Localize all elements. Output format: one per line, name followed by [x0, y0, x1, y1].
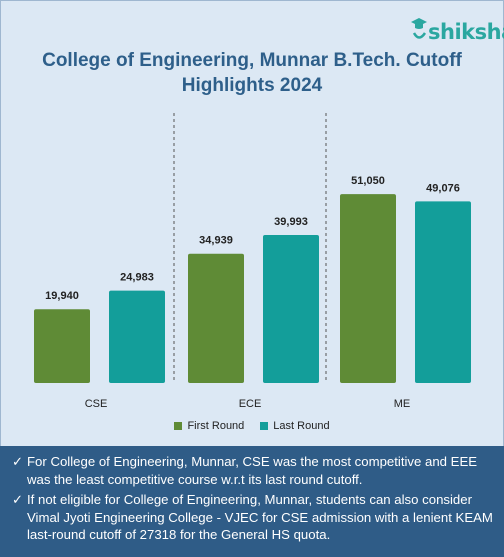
brand-name: shiksha	[428, 20, 504, 44]
brand-logo: shiksha	[410, 10, 504, 50]
data-label: 19,940	[45, 290, 79, 302]
chart-title-line-1: College of Engineering, Munnar B.Tech. C…	[42, 50, 462, 71]
legend-label-first-round: First Round	[187, 420, 245, 432]
chart-legend: First Round Last Round	[0, 420, 504, 432]
legend-item-first-round: First Round	[174, 420, 244, 432]
chart-title-line-2: Highlights 2024	[181, 75, 323, 96]
data-label: 39,993	[274, 216, 308, 228]
category-label: ME	[394, 398, 411, 410]
bar-last-round	[109, 290, 165, 383]
legend-swatch-first-round	[174, 422, 183, 430]
legend-swatch-last-round	[260, 422, 269, 430]
data-label: 24,983	[120, 272, 154, 284]
data-label: 51,050	[351, 175, 385, 187]
category-label: CSE	[85, 398, 108, 410]
note-item: ✓ For College of Engineering, Munnar, CS…	[12, 453, 494, 488]
data-label: 49,076	[426, 182, 460, 194]
graduation-cap-icon	[411, 18, 427, 39]
bar-first-round	[34, 309, 90, 383]
legend-item-last-round: Last Round	[260, 420, 330, 432]
legend-label-last-round: Last Round	[273, 420, 330, 432]
check-icon: ✓	[12, 454, 24, 469]
bar-first-round	[340, 194, 396, 383]
chart-title: College of Engineering, Munnar B.Tech. C…	[0, 48, 504, 98]
note-text: For College of Engineering, Munnar, CSE …	[27, 454, 478, 487]
check-icon: ✓	[12, 492, 24, 507]
data-label: 34,939	[199, 235, 233, 247]
bar-last-round	[415, 201, 471, 383]
note-text: If not eligible for College of Engineeri…	[27, 492, 493, 542]
bar-last-round	[263, 235, 319, 383]
category-label: ECE	[239, 398, 262, 410]
bar-first-round	[188, 253, 244, 383]
bar-chart: 19,940 24,983 CSE 34,939 39,993 ECE 51,050 49,0…	[34, 113, 471, 410]
note-item: ✓ If not eligible for College of Enginee…	[12, 491, 494, 544]
notes-panel: ✓ For College of Engineering, Munnar, CS…	[0, 446, 504, 557]
